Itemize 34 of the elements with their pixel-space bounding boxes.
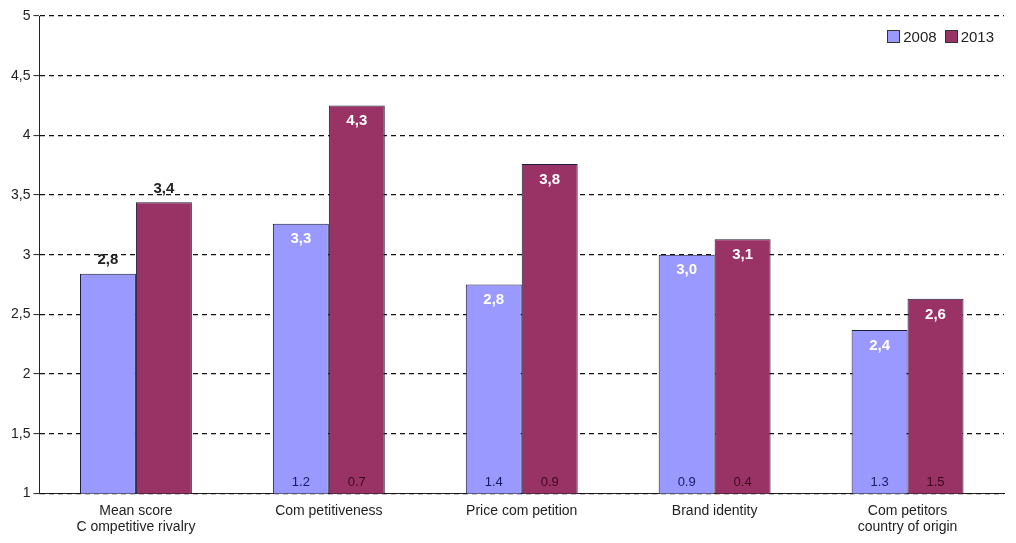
annotation: 0.9 xyxy=(540,474,559,490)
data-label: 3,4 xyxy=(153,178,175,196)
y-tick-label: 4 xyxy=(22,126,31,143)
annotation: 1.5 xyxy=(926,474,945,490)
y-tick-label: 1,5 xyxy=(10,424,31,441)
legend-label: 2008 xyxy=(902,28,937,45)
annotation: 0.7 xyxy=(347,474,366,490)
annotation: 0.4 xyxy=(733,474,752,490)
data-label: 4,3 xyxy=(346,111,368,129)
x-tick-label: Com petitors country of origin xyxy=(857,501,958,535)
data-label: 2,8 xyxy=(483,290,505,308)
annotation: 0.9 xyxy=(677,474,696,490)
y-tick-label: 2 xyxy=(22,364,31,381)
y-tick-label: 3,5 xyxy=(10,185,31,202)
annotation: 1.3 xyxy=(870,474,889,490)
y-tick-label: 5 xyxy=(22,6,31,23)
data-label: 2,8 xyxy=(97,250,119,268)
y-tick-label: 4,5 xyxy=(10,66,31,83)
legend-label: 2013 xyxy=(959,28,994,45)
data-label: 3,0 xyxy=(676,260,698,278)
data-label: 3,3 xyxy=(290,229,312,247)
x-tick-label: Brand identity xyxy=(671,501,758,518)
data-label: 3,8 xyxy=(539,169,561,187)
annotation: 1.4 xyxy=(484,474,503,490)
y-tick-label: 1 xyxy=(22,484,31,501)
x-tick-label: Price com petition xyxy=(466,501,578,518)
data-label: 3,1 xyxy=(732,244,754,262)
x-tick-label: Mean score C ompetitive rivalry xyxy=(76,501,196,535)
data-label: 2,4 xyxy=(869,335,891,353)
y-tick-label: 2,5 xyxy=(10,305,31,322)
x-tick-label: Com petitiveness xyxy=(275,501,383,518)
y-tick-label: 3 xyxy=(22,245,31,262)
data-label: 2,6 xyxy=(925,304,946,322)
annotation: 1.2 xyxy=(291,474,310,490)
